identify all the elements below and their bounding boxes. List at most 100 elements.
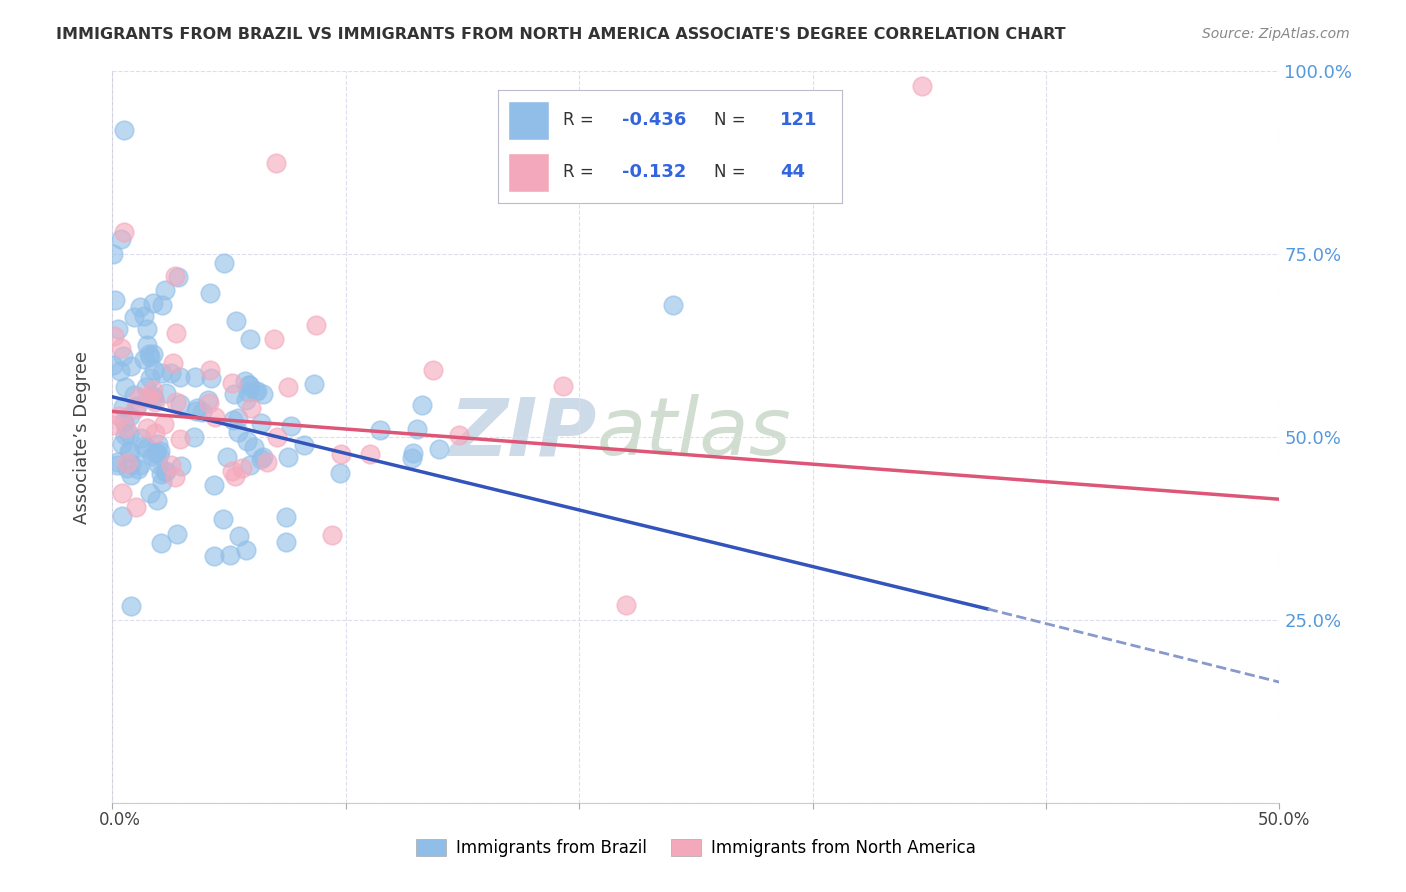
Point	[111, 486, 134, 500]
Point	[368, 423, 391, 437]
Point	[551, 379, 574, 393]
Point	[159, 366, 181, 380]
Point	[115, 460, 138, 475]
Point	[214, 256, 236, 270]
Point	[118, 409, 141, 424]
Point	[235, 434, 257, 449]
Point	[277, 450, 299, 464]
Point	[142, 392, 165, 406]
Point	[402, 446, 425, 460]
Text: 50.0%: 50.0%	[1257, 811, 1310, 829]
Point	[150, 367, 173, 381]
Point	[170, 458, 193, 473]
Point	[143, 394, 166, 409]
Point	[274, 534, 297, 549]
Point	[321, 528, 343, 542]
Point	[252, 387, 274, 401]
Point	[226, 410, 249, 425]
Point	[263, 332, 285, 346]
Point	[190, 405, 212, 419]
Point	[183, 369, 205, 384]
Point	[107, 321, 129, 335]
Point	[111, 437, 134, 451]
Point	[160, 458, 183, 472]
Point	[256, 454, 278, 468]
Point	[243, 384, 266, 399]
Point	[405, 422, 427, 436]
Point	[149, 444, 172, 458]
Point	[226, 425, 249, 439]
Point	[112, 415, 135, 429]
Point	[148, 458, 170, 472]
Point	[132, 351, 155, 366]
Point	[236, 384, 259, 399]
Point	[125, 500, 148, 515]
Point	[245, 384, 267, 398]
Point	[249, 451, 271, 466]
Point	[153, 284, 176, 298]
Point	[146, 437, 169, 451]
Point	[422, 363, 444, 377]
Point	[169, 433, 191, 447]
Point	[149, 536, 172, 550]
Point	[120, 444, 142, 458]
Point	[122, 387, 145, 401]
Point	[101, 358, 124, 372]
Point	[153, 466, 176, 480]
Point	[222, 412, 245, 426]
Point	[198, 285, 221, 300]
Point	[112, 400, 135, 414]
Point	[163, 470, 186, 484]
Point	[129, 431, 152, 445]
Point	[302, 376, 325, 391]
Point	[167, 270, 190, 285]
Point	[239, 401, 262, 416]
Point	[120, 599, 142, 614]
Point	[145, 444, 167, 458]
Point	[239, 332, 262, 346]
Point	[112, 349, 135, 363]
Text: IMMIGRANTS FROM BRAZIL VS IMMIGRANTS FROM NORTH AMERICA ASSOCIATE'S DEGREE CORRE: IMMIGRANTS FROM BRAZIL VS IMMIGRANTS FRO…	[56, 27, 1066, 42]
Point	[142, 388, 165, 402]
Point	[614, 599, 637, 613]
Point	[184, 403, 207, 417]
Point	[274, 509, 297, 524]
Point	[139, 485, 162, 500]
Point	[128, 390, 150, 404]
Point	[110, 364, 132, 378]
Point	[114, 379, 136, 393]
Point	[243, 440, 266, 454]
Point	[305, 318, 328, 333]
Point	[148, 449, 170, 463]
Point	[103, 329, 125, 343]
Point	[153, 417, 176, 431]
Point	[224, 468, 246, 483]
Point	[252, 450, 274, 465]
Point	[661, 298, 683, 312]
Point	[264, 156, 287, 170]
Point	[155, 464, 177, 478]
Point	[449, 428, 471, 442]
Point	[401, 451, 423, 466]
Point	[136, 338, 159, 352]
Point	[162, 356, 184, 370]
Point	[104, 293, 127, 307]
Point	[143, 426, 166, 441]
Point	[221, 376, 243, 390]
Point	[292, 438, 315, 452]
Point	[911, 78, 934, 93]
Point	[197, 392, 219, 407]
Point	[118, 444, 141, 458]
Text: ZIP: ZIP	[450, 394, 596, 473]
Point	[222, 387, 245, 401]
Point	[115, 456, 138, 470]
Point	[134, 439, 156, 453]
Point	[105, 458, 128, 472]
Point	[125, 400, 148, 414]
Point	[165, 326, 187, 340]
Point	[103, 418, 125, 433]
Point	[145, 445, 167, 459]
Point	[198, 396, 221, 410]
Point	[228, 529, 250, 543]
Point	[238, 378, 260, 392]
